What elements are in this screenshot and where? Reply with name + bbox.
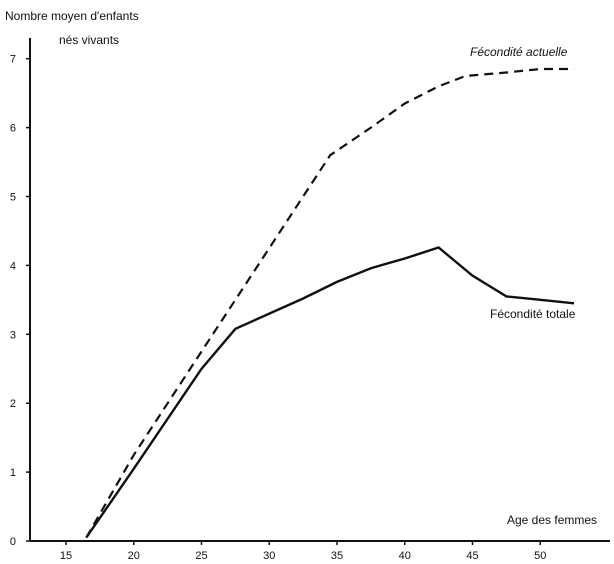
y-tick-label: 0 (10, 536, 16, 548)
series-label-fecondite-actuelle: Fécondité actuelle (470, 45, 568, 59)
y-tick-label: 7 (10, 54, 16, 66)
x-tick-label: 30 (263, 550, 275, 562)
x-tick-label: 45 (466, 550, 478, 562)
series-label-fecondite-totale: Fécondité totale (490, 307, 576, 321)
x-tick-label: 50 (534, 550, 546, 562)
y-tick-label: 5 (10, 192, 16, 204)
y-tick-label: 1 (10, 467, 16, 479)
x-axis-label: Age des femmes (507, 513, 597, 527)
y-tick-label: 3 (10, 329, 16, 341)
x-tick-label: 40 (399, 550, 411, 562)
y-tick-label: 2 (10, 398, 16, 410)
x-tick-label: 35 (331, 550, 343, 562)
series-line-fecondite-actuelle (85, 67, 575, 539)
y-axis-label-line2: nés vivants (59, 33, 119, 47)
y-tick-label: 6 (10, 123, 16, 135)
y-axis-ticks: 0 1 2 3 4 5 6 7 (10, 54, 30, 548)
y-axis-label-line1: Nombre moyen d'enfants (5, 9, 139, 23)
x-tick-label: 15 (60, 550, 72, 562)
x-tick-label: 25 (195, 550, 207, 562)
y-tick-label: 4 (10, 260, 16, 272)
x-axis-ticks: 15 20 25 30 35 40 45 50 (60, 541, 546, 562)
x-tick-label: 20 (128, 550, 140, 562)
series-line-fecondite-totale (85, 246, 575, 539)
